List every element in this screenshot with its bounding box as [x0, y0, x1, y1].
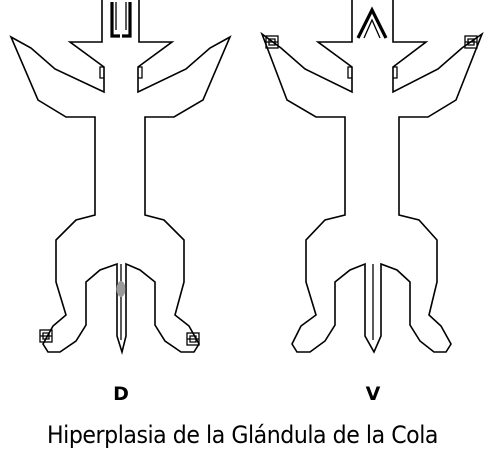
dorsal-label: D: [113, 383, 129, 405]
ventral-body-outline: [260, 0, 484, 354]
ventral-view: V: [260, 0, 484, 405]
ventral-right-notch: [393, 66, 398, 79]
ventral-label: V: [366, 383, 381, 405]
figure-caption: Hiperplasia de la Glándula de la Cola: [47, 421, 438, 449]
ventral-left-notch: [347, 66, 352, 79]
dorsal-right-paw-icon: [186, 332, 200, 346]
dorsal-left-paw-icon: [39, 329, 53, 343]
gland-marker: [116, 281, 126, 297]
ventral-head-detail: [356, 6, 388, 39]
dorsal-head-detail: [110, 2, 132, 38]
dorsal-body-outline: [9, 0, 232, 355]
dorsal-view: D: [9, 0, 232, 405]
ventral-left-hand-icon: [265, 35, 279, 49]
ventral-right-hand-icon: [464, 35, 478, 49]
dorsal-left-notch: [99, 66, 104, 79]
dorsal-right-notch: [138, 66, 143, 79]
